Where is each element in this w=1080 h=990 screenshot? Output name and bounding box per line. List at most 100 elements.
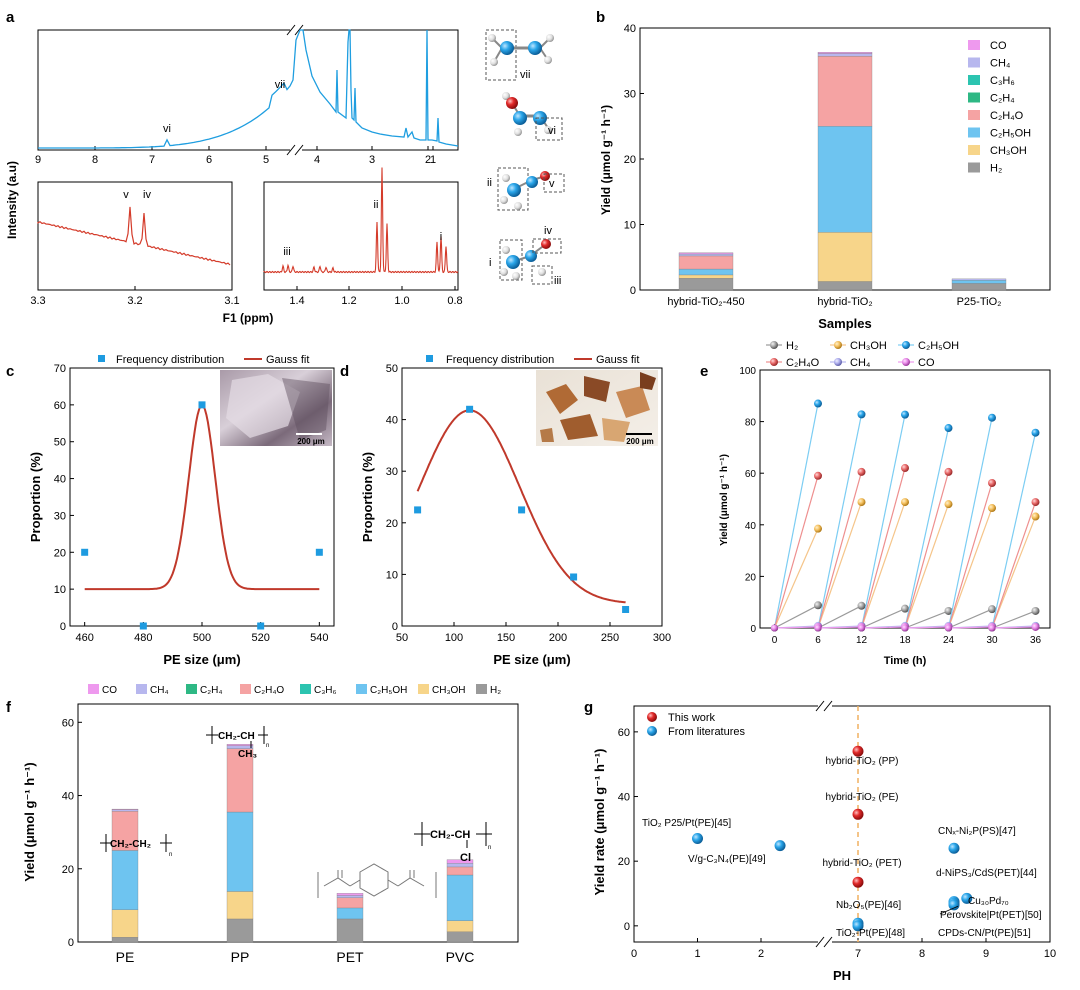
line-e-H2	[861, 608, 906, 629]
panel-label-b: b	[596, 9, 605, 26]
axis-c-xtick-label: 500	[193, 632, 211, 644]
point-label-g: CNₓ-Ni₂P(PS)[47]	[938, 826, 1016, 837]
panel-label-d: d	[340, 363, 349, 380]
point-label-g: TiO₂ P25/Pt(PE)[45]	[642, 818, 731, 829]
legend-label-e: CH₃OH	[850, 340, 887, 352]
bar-b-C2H5OH	[817, 126, 873, 233]
axis-g-xtick-label: 2	[758, 948, 764, 960]
legend-swatch-f	[418, 684, 429, 694]
legend-label-b: C₂H₄O	[990, 110, 1024, 122]
line-e-CH3OH	[860, 501, 906, 629]
nmr-xlabel: F1 (ppm)	[223, 311, 274, 325]
bar-f-C2H4O	[446, 866, 474, 876]
nmr-inset-right-xtick-label: 1.4	[289, 295, 304, 307]
line-e-C2H5OH	[904, 427, 950, 629]
bar-f-CH3OH	[446, 920, 474, 932]
nmr-top-frame	[37, 29, 459, 151]
legend-c: Frequency distribution Gauss fit	[98, 354, 309, 366]
legend-swatch-f	[300, 684, 311, 694]
bar-f-C2H5OH	[226, 811, 254, 892]
axis-d-xtick-label: 300	[653, 632, 671, 644]
mol-label-i: i	[489, 257, 491, 269]
ylabel-g: Yield rate (μmol g⁻¹ h⁻¹)	[592, 749, 607, 896]
line-e-C2H5OH	[991, 432, 1037, 629]
nmr-ylabel: Intensity (a.u)	[5, 161, 19, 239]
nmr-top-xtick-label: 3	[369, 154, 375, 166]
point-e-CH3OH	[901, 498, 909, 507]
axis-b-xtick-label: hybrid-TiO₂-450	[667, 296, 744, 308]
axis-b-ytick-label: 30	[624, 89, 636, 101]
panel-label-e: e	[700, 363, 708, 380]
bar-f-H2	[446, 931, 474, 943]
point-g-work	[852, 808, 864, 820]
panel-label-a: a	[6, 9, 15, 26]
nmr-top-xtick-label: 8	[92, 154, 98, 166]
axis-e-ytick-label: 0	[750, 624, 756, 635]
axis-d-ytick-label: 40	[386, 415, 398, 427]
photo-inset-c: 200 μm	[220, 370, 332, 446]
line-e-C2H4O	[817, 471, 863, 629]
point-e-start-CO	[988, 624, 996, 632]
bar-b-H2	[817, 281, 873, 291]
axis-g-ytick-label: 40	[618, 792, 630, 804]
point-e-CH3OH	[857, 498, 866, 507]
axis-c-ytick-label: 10	[54, 584, 66, 596]
bar-f-CO	[226, 744, 254, 746]
point-e-C2H4O	[814, 471, 822, 480]
axis-f-xtick-label: PP	[231, 949, 250, 965]
structure-pp: CH₂-CH CH₃ n	[206, 726, 269, 760]
point-label-g: TiO₂-Pt(PE)[48]	[836, 928, 905, 939]
legend-label-lit: From literatures	[668, 726, 746, 738]
point-g-lit	[692, 833, 703, 845]
molecule-ethanol: ii v	[487, 167, 565, 211]
nmr-top-xtick-label: 7	[149, 154, 155, 166]
legend-label-f: H₂	[490, 685, 501, 696]
line-e-CH3OH	[947, 507, 993, 629]
nmr-inset-left-xtick-label: 3.1	[224, 295, 239, 307]
legend-label-f: CH₄	[150, 685, 169, 696]
line-e-C2H4O	[773, 475, 819, 629]
bar-f-CO	[336, 893, 364, 896]
nmr-top-xtick-label: 5	[263, 154, 269, 166]
axis-b-ytick-label: 40	[624, 23, 636, 35]
legend-marker-e	[770, 341, 778, 349]
axis-g-xtick-label: 1	[694, 948, 700, 960]
axis-g-ytick-label: 0	[624, 921, 630, 933]
point-e-C2H5OH	[988, 413, 996, 422]
axis-e-xtick-label: 18	[899, 635, 911, 646]
bar-f-C2H5OH	[111, 850, 139, 910]
bar-b-C2H4O	[678, 255, 734, 270]
photo-inset-d: 200 μm	[536, 370, 658, 446]
point-e-C2H4O	[1031, 498, 1040, 507]
legend-label-f: C₂H₄O	[254, 685, 284, 696]
legend-marker-freq-c	[98, 355, 105, 362]
bar-f-H2	[336, 918, 364, 943]
ylabel-d: Proportion (%)	[360, 452, 375, 542]
legend-b: CO CH₄ C₃H₆ C₂H₄ C₂H₄O C₂H₅OH CH₃OH H₂	[968, 40, 1031, 175]
nmr-inset-right-ticks: 1.4 1.2 1.0 0.8	[289, 286, 463, 307]
axes-c: 0 10 20 30 40 50 60 70 460 480 500 520 540	[54, 363, 329, 644]
peak-label-vii: vii	[275, 79, 285, 91]
line-e-C2H4O	[991, 501, 1037, 629]
nmr-top-ticks: 9 8 7 6 5 4 3 21	[35, 146, 436, 166]
axis-c-ytick-label: 30	[54, 510, 66, 522]
point-e-H2	[944, 606, 953, 615]
bar-b-CH4	[678, 253, 734, 257]
axis-f-ytick-label: 40	[62, 791, 74, 803]
bar-f-C2H5OH	[446, 874, 474, 921]
panel-c-chart: 0 10 20 30 40 50 60 70 460 480 500 520 540 200 μm Fr…	[28, 354, 335, 667]
point-label-g: hybrid-TiO₂ (PE)	[826, 792, 899, 803]
xlabel-d: PE size (μm)	[493, 652, 570, 667]
panel-d-chart: 0 10 20 30 40 50 50 100 150 200 250 300 200 μm Freq…	[360, 354, 671, 667]
legend-swatch-f	[186, 684, 197, 694]
label-connector-g	[939, 905, 959, 915]
axis-f-ytick-label: 60	[62, 717, 74, 729]
line-e-CO	[861, 626, 906, 629]
axis-g-ytick-label: 60	[618, 727, 630, 739]
legend-marker-e	[902, 341, 910, 349]
legend-marker-e	[902, 358, 910, 366]
nmr-top-xtick-label: 2	[425, 154, 431, 166]
axis-g-xtick-label: 9	[983, 948, 989, 960]
line-e-CH3OH	[991, 516, 1037, 629]
